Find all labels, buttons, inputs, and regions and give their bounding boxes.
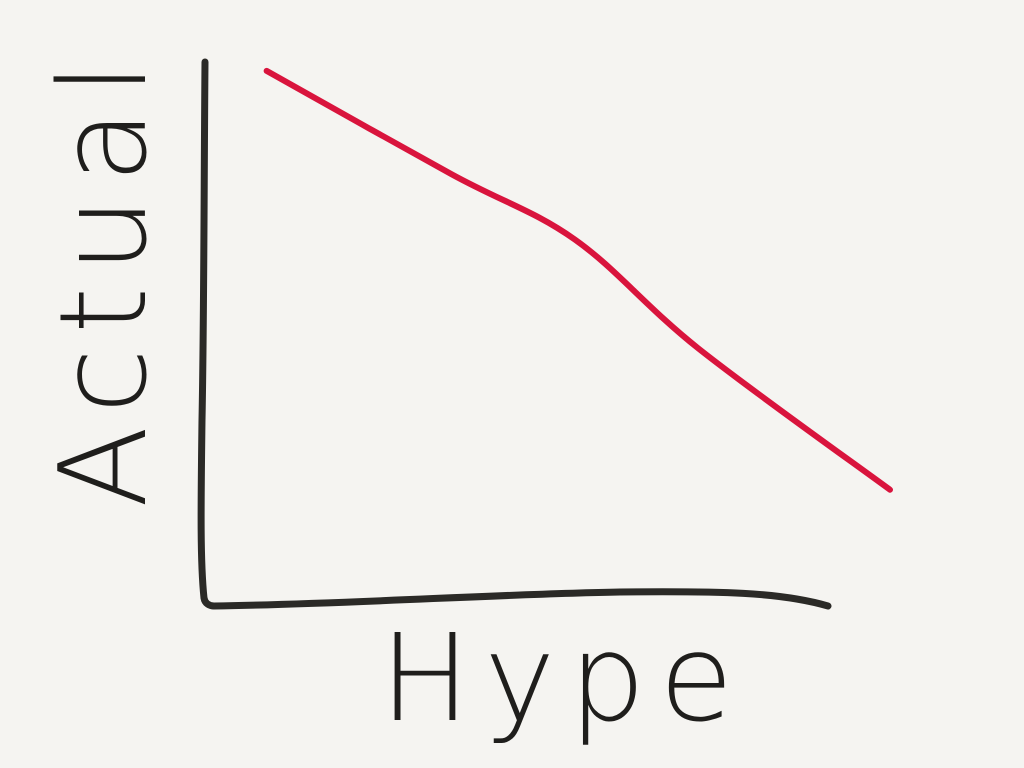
x-axis-label: Hype [380,610,747,749]
series-layer [263,67,893,493]
series-line-0 [263,67,893,493]
y-axis-line [197,58,218,610]
x-axis-line [210,588,832,610]
y-axis-label: Actual [35,48,174,508]
